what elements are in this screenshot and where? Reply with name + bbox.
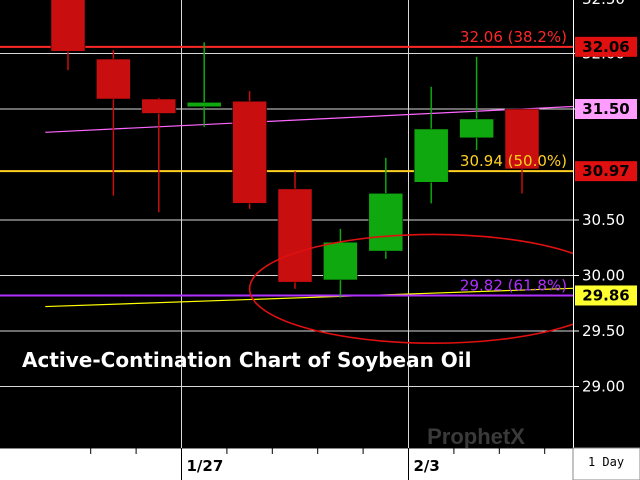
- y-tick-label: 30.50: [582, 211, 625, 229]
- price-tag: 31.50: [582, 100, 629, 118]
- annotation-ellipse: [248, 233, 573, 344]
- candle-body: [277, 188, 313, 283]
- fibonacci-price-tag-bg: [575, 285, 637, 306]
- y-tick-label: 29.00: [582, 378, 625, 396]
- chart-title: Active-Contination Chart of Soybean Oil: [22, 348, 472, 372]
- candle-body: [368, 193, 404, 252]
- fibonacci-label: 30.94 (50.0%): [460, 152, 567, 170]
- x-tick-label: 1/27: [187, 457, 224, 475]
- candle-body: [413, 128, 449, 183]
- trend-line: [45, 287, 573, 308]
- fibonacci-label: 29.82 (61.8%): [460, 276, 567, 294]
- candle-body: [232, 100, 267, 204]
- y-tick-label: 30.00: [582, 267, 625, 285]
- candle-body: [459, 118, 494, 139]
- y-tick-label: 29.50: [582, 322, 625, 340]
- trend-line: [45, 105, 573, 133]
- fibonacci-price-tag: 32.06: [582, 38, 629, 56]
- period-box[interactable]: [572, 447, 640, 480]
- candle-body: [323, 241, 358, 281]
- candle-body: [141, 98, 177, 114]
- prophetx-logo: ProphetX: [427, 424, 525, 449]
- fibonacci-label: 32.06 (38.2%): [460, 28, 567, 46]
- candle-body: [96, 58, 131, 100]
- fibonacci-price-tag-bg: [575, 161, 637, 182]
- price-axis: [573, 0, 640, 480]
- x-tick-label: 2/3: [414, 457, 440, 475]
- date-axis: [0, 448, 573, 480]
- fibonacci-price-tag: 30.97: [582, 162, 629, 180]
- period-label: 1 Day: [588, 455, 624, 469]
- candle-body: [504, 108, 540, 170]
- fibonacci-price-tag-bg: [575, 36, 637, 57]
- price-tag-bg: [575, 99, 637, 119]
- fibonacci-price-tag: 29.86: [582, 286, 629, 304]
- candle-body: [186, 102, 222, 108]
- y-tick-label-top: 32.50: [582, 0, 625, 8]
- candle-body: [50, 0, 86, 52]
